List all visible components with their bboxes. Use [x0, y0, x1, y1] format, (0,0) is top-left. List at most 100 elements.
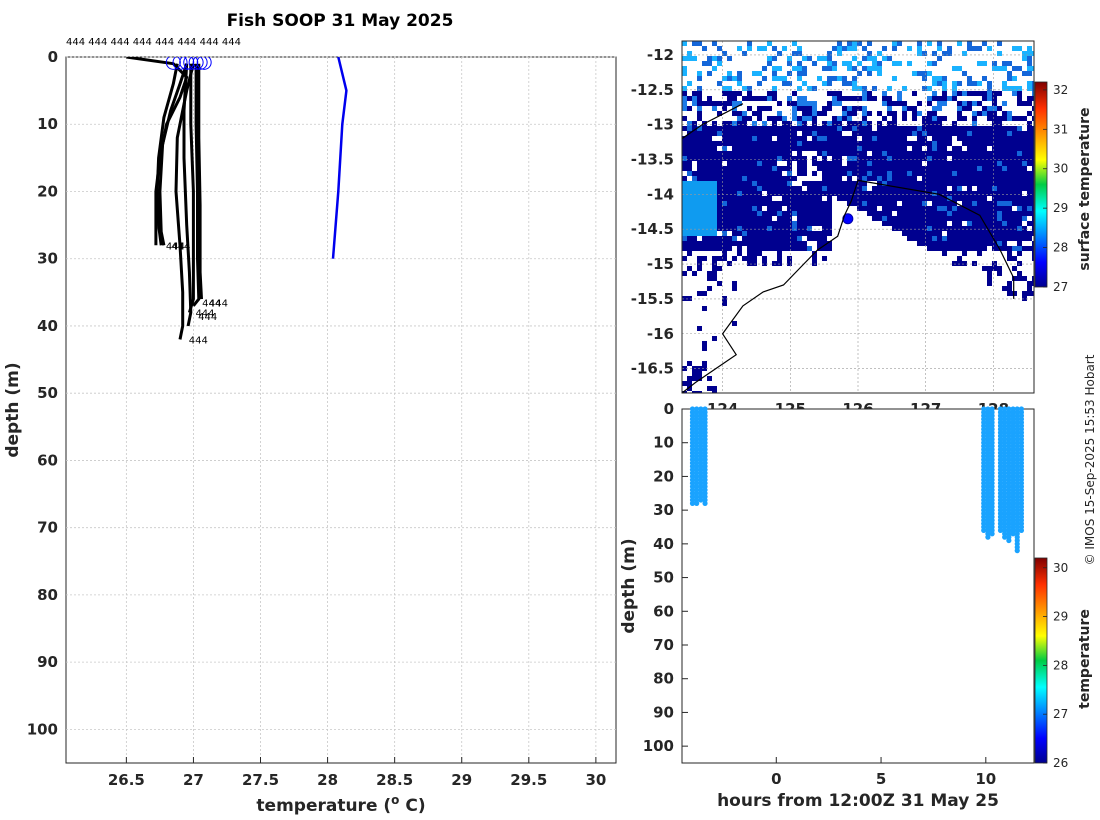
- map-sst-cell: [1027, 246, 1032, 251]
- map-sst-cell: [822, 226, 827, 231]
- map-sst-cell: [1002, 141, 1007, 146]
- map-sst-cell: [857, 201, 862, 206]
- map-sst-cell: [762, 261, 767, 266]
- map-sst-cell: [792, 166, 797, 171]
- map-sst-cell: [727, 181, 732, 186]
- map-sst-cell: [797, 211, 802, 216]
- map-sst-cell: [932, 176, 937, 181]
- map-sst-cell: [757, 211, 762, 216]
- map-sst-cell: [987, 226, 992, 231]
- map-sst-cell: [1022, 211, 1027, 216]
- map-sst-cell: [682, 86, 687, 91]
- map-sst-cell: [942, 86, 947, 91]
- map-sst-cell: [822, 231, 827, 236]
- map-sst-cell: [992, 186, 997, 191]
- map-sst-cell: [1027, 66, 1032, 71]
- map-sst-cell: [772, 241, 777, 246]
- map-sst-cell: [737, 206, 742, 211]
- map-sst-cell: [852, 121, 857, 126]
- map-sst-cell: [837, 76, 842, 81]
- map-sst-cell: [867, 206, 872, 211]
- map-sst-cell: [962, 136, 967, 141]
- map-sst-cell: [837, 146, 842, 151]
- map-sst-cell: [722, 251, 727, 256]
- map-sst-cell: [777, 151, 782, 156]
- map-sst-cell: [902, 151, 907, 156]
- map-sst-cell: [692, 241, 697, 246]
- map-sst-cell: [912, 116, 917, 121]
- profile-x-tick-label: 27: [183, 771, 204, 789]
- map-sst-cell: [712, 161, 717, 166]
- map-sst-cell: [742, 51, 747, 56]
- map-sst-cell: [897, 126, 902, 131]
- map-sst-cell: [952, 151, 957, 156]
- map-sst-cell: [997, 161, 1002, 166]
- map-sst-cell: [747, 191, 752, 196]
- map-sst-cell: [867, 96, 872, 101]
- map-sst-cell: [912, 156, 917, 161]
- map-sst-cell: [897, 156, 902, 161]
- map-sst-cell: [732, 191, 737, 196]
- map-sst-cell: [932, 76, 937, 81]
- map-sst-cell: [942, 141, 947, 146]
- map-sst-cell: [942, 91, 947, 96]
- map-sst-cell: [937, 246, 942, 251]
- map-sst-cell: [942, 136, 947, 141]
- map-sst-cell: [687, 166, 692, 171]
- map-sst-cell: [962, 191, 967, 196]
- map-sst-cell: [952, 91, 957, 96]
- map-sst-cell: [712, 141, 717, 146]
- map-sst-cell: [682, 211, 687, 216]
- map-sst-cell: [982, 226, 987, 231]
- map-sst-cell: [797, 176, 802, 181]
- map-sst-cell: [832, 181, 837, 186]
- map-sst-cell: [742, 196, 747, 201]
- map-sst-cell: [927, 231, 932, 236]
- map-sst-cell: [797, 221, 802, 226]
- map-sst-cell: [982, 211, 987, 216]
- profile-panel: 26.5 27 27.5 28 28.5 29 29.5 300102030405060708…: [3, 37, 617, 816]
- map-sst-cell: [907, 156, 912, 161]
- map-sst-cell: [872, 171, 877, 176]
- map-sst-cell: [902, 196, 907, 201]
- map-sst-cell: [917, 201, 922, 206]
- map-sst-cell: [912, 231, 917, 236]
- map-sst-cell: [1007, 86, 1012, 91]
- map-sst-cell: [727, 216, 732, 221]
- map-sst-cell: [887, 216, 892, 221]
- map-sst-cell: [1032, 136, 1034, 141]
- map-sst-cell: [687, 386, 692, 391]
- map-sst-cell: [697, 201, 702, 206]
- map-sst-cell: [742, 216, 747, 221]
- map-sst-cell: [1022, 246, 1027, 251]
- map-sst-cell: [837, 51, 842, 56]
- map-sst-cell: [942, 211, 947, 216]
- map-sst-cell: [827, 201, 832, 206]
- map-sst-cell: [982, 246, 987, 251]
- map-sst-cell: [977, 101, 982, 106]
- map-sst-cell: [1027, 221, 1032, 226]
- map-sst-cell: [702, 206, 707, 211]
- map-sst-cell: [917, 151, 922, 156]
- map-sst-cell: [682, 191, 687, 196]
- map-sst-cell: [937, 231, 942, 236]
- map-sst-cell: [947, 196, 952, 201]
- map-sst-cell: [912, 171, 917, 176]
- map-sst-cell: [847, 196, 852, 201]
- section-colorbar-label: temperature: [1077, 609, 1093, 709]
- map-sst-cell: [907, 201, 912, 206]
- map-sst-cell: [932, 231, 937, 236]
- map-sst-cell: [717, 196, 722, 201]
- map-sst-cell: [802, 71, 807, 76]
- map-sst-cell: [712, 231, 717, 236]
- map-sst-cell: [852, 46, 857, 51]
- map-sst-cell: [702, 231, 707, 236]
- map-sst-cell: [757, 106, 762, 111]
- map-sst-cell: [702, 126, 707, 131]
- map-sst-cell: [962, 141, 967, 146]
- map-sst-cell: [1007, 136, 1012, 141]
- map-sst-cell: [1012, 186, 1017, 191]
- map-sst-cell: [927, 131, 932, 136]
- map-sst-cell: [827, 246, 832, 251]
- map-sst-cell: [962, 156, 967, 161]
